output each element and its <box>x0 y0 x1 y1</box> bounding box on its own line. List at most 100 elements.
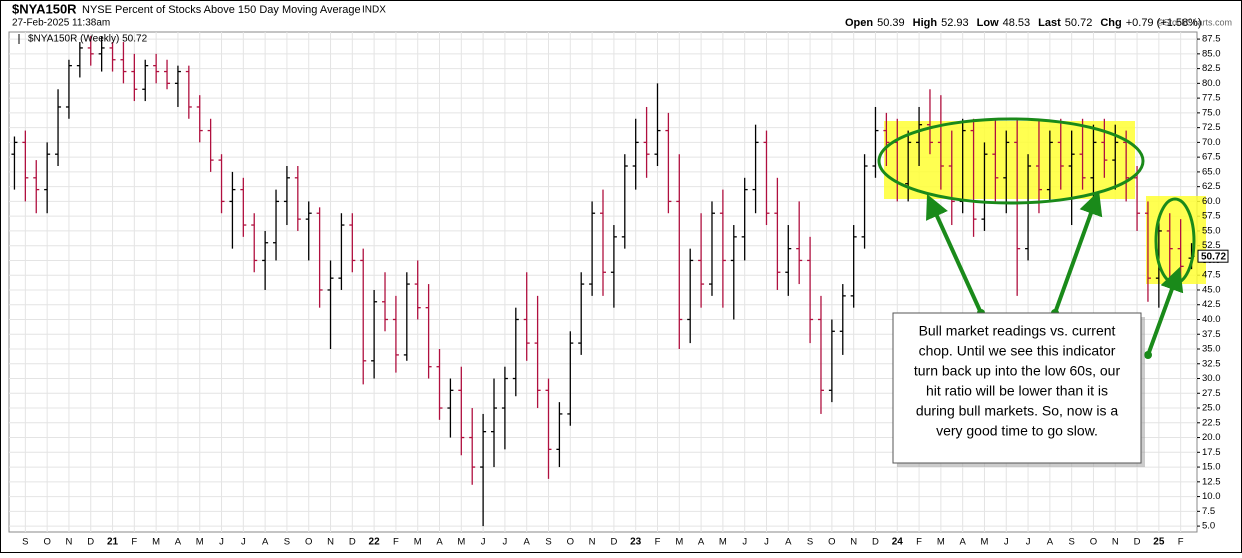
x-tick-label: M <box>937 537 945 548</box>
y-tick-label: 55.0 <box>1202 225 1221 236</box>
x-tick-label: F <box>131 537 137 548</box>
x-tick-label: M <box>719 537 727 548</box>
y-tick-label: 80.0 <box>1202 78 1221 89</box>
ohlc-bars <box>11 36 1195 527</box>
x-tick-label: O <box>305 537 312 548</box>
y-tick-label: 57.5 <box>1202 211 1221 222</box>
symbol: $NYA150R <box>12 1 77 16</box>
copyright: ©StockCharts.com <box>1157 17 1232 27</box>
x-tick-label: D <box>1134 537 1141 548</box>
quote-label: Last <box>1038 17 1061 29</box>
x-tick-label: 25 <box>1153 537 1165 548</box>
y-tick-label: 12.5 <box>1202 476 1221 487</box>
y-tick-label: 37.5 <box>1202 329 1221 340</box>
y-tick-label: 7.5 <box>1202 506 1215 517</box>
note-box <box>892 312 1142 464</box>
x-tick-label: M <box>152 537 160 548</box>
x-tick-label: J <box>1004 537 1009 548</box>
x-tick-label: A <box>175 537 182 548</box>
quote-value: 50.39 <box>877 17 905 29</box>
y-tick-label: 30.0 <box>1202 373 1221 384</box>
x-tick-label: J <box>241 537 246 548</box>
quote-label: Chg <box>1100 17 1121 29</box>
x-tick-label: N <box>589 537 596 548</box>
x-tick-label: S <box>1068 537 1074 548</box>
y-tick-label: 45.0 <box>1202 284 1221 295</box>
x-tick-label: J <box>764 537 769 548</box>
x-tick-label: 24 <box>892 537 904 548</box>
x-tick-label: N <box>850 537 857 548</box>
annotation-line: chop. Until we see this indicator <box>919 343 1116 359</box>
quote-label: High <box>913 17 938 29</box>
x-tick-label: D <box>87 537 94 548</box>
x-tick-label: N <box>327 537 334 548</box>
y-tick-label: 35.0 <box>1202 344 1221 355</box>
y-tick-label: 77.5 <box>1202 93 1221 104</box>
x-tick-label: J <box>742 537 747 548</box>
quote-label: Open <box>845 17 873 29</box>
timestamp: 27-Feb-2025 11:38am <box>12 18 110 29</box>
y-tick-label: 52.5 <box>1202 240 1221 251</box>
x-tick-label: J <box>503 537 508 548</box>
y-tick-label: 75.0 <box>1202 107 1221 118</box>
x-tick-label: M <box>457 537 465 548</box>
x-tick-label: A <box>262 537 269 548</box>
x-tick-label: N <box>66 537 73 548</box>
x-tick-label: S <box>284 537 290 548</box>
y-tick-label: 72.5 <box>1202 122 1221 133</box>
y-tick-label: 5.0 <box>1202 521 1215 532</box>
annotation-line: Bull market readings vs. current <box>919 323 1116 339</box>
x-tick-label: O <box>1090 537 1097 548</box>
x-tick-label: J <box>481 537 486 548</box>
y-tick-label: 10.0 <box>1202 491 1221 502</box>
y-tick-label: 22.5 <box>1202 417 1221 428</box>
exchange: INDX <box>362 5 386 16</box>
annotation-line: hit ratio will be lower than it is <box>926 383 1108 399</box>
x-tick-label: M <box>196 537 204 548</box>
y-tick-label: 47.5 <box>1202 270 1221 281</box>
x-tick-label: M <box>981 537 989 548</box>
x-tick-label: 22 <box>369 537 381 548</box>
y-tick-label: 70.0 <box>1202 137 1221 148</box>
x-tick-label: A <box>1047 537 1054 548</box>
annotations <box>877 117 1196 467</box>
y-tick-label: 32.5 <box>1202 358 1221 369</box>
x-tick-label: 21 <box>107 537 119 548</box>
last-price-label: 50.72 <box>1201 251 1226 262</box>
quote-label: Low <box>977 17 999 29</box>
y-tick-label: 40.0 <box>1202 314 1221 325</box>
y-tick-label: 67.5 <box>1202 152 1221 163</box>
x-tick-label: A <box>698 537 705 548</box>
x-tick-label: A <box>436 537 443 548</box>
x-tick-label: F <box>916 537 922 548</box>
x-tick-label: M <box>675 537 683 548</box>
x-tick-label: 23 <box>630 537 642 548</box>
x-tick-label: A <box>959 537 966 548</box>
arrow <box>1053 190 1103 314</box>
x-tick-label: S <box>807 537 813 548</box>
chart-title: NYSE Percent of Stocks Above 150 Day Mov… <box>82 4 361 16</box>
last-price-tag <box>1197 249 1229 263</box>
x-tick-label: A <box>785 537 792 548</box>
x-tick-label: F <box>655 537 661 548</box>
x-tick-label: J <box>1026 537 1031 548</box>
y-tick-label: 65.0 <box>1202 166 1221 177</box>
y-tick-label: 25.0 <box>1202 403 1221 414</box>
y-tick-label: 15.0 <box>1202 462 1221 473</box>
annotation-line: turn back up into the low 60s, our <box>914 363 1121 379</box>
x-tick-label: D <box>610 537 617 548</box>
annotation-line: very good time to go slow. <box>936 423 1098 439</box>
x-tick-label: S <box>22 537 28 548</box>
x-tick-label: F <box>393 537 399 548</box>
y-tick-label: 42.5 <box>1202 299 1221 310</box>
x-tick-label: M <box>414 537 422 548</box>
labels: Open 50.39 High 52.93 Low 48.53 Last 50.72 Chg +0… <box>18 17 1229 548</box>
x-tick-label: D <box>349 537 356 548</box>
x-tick-label: D <box>872 537 879 548</box>
x-tick-label: S <box>545 537 551 548</box>
x-tick-label: F <box>1178 537 1184 548</box>
y-tick-label: 62.5 <box>1202 181 1221 192</box>
arrow-dot <box>1144 351 1152 359</box>
y-tick-label: 27.5 <box>1202 388 1221 399</box>
y-tick-label: 87.5 <box>1202 34 1221 45</box>
